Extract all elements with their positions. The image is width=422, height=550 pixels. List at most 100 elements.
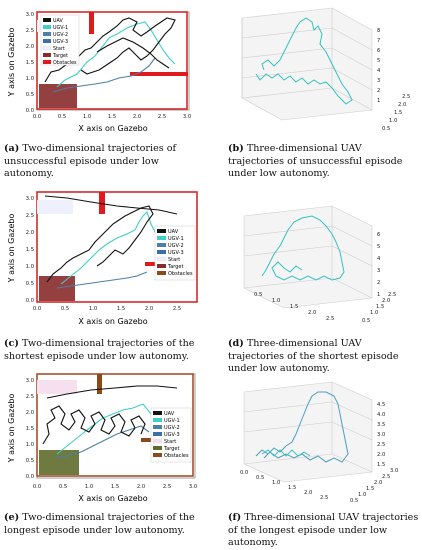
legend-label: Start: [53, 46, 65, 52]
y-tick: 0.0: [26, 298, 34, 304]
x-tick: 1.0: [272, 480, 280, 486]
legend: UAV UGV-1 UGV-2 UGV-3 Start Target Obsta…: [150, 407, 192, 463]
y-tick: 2.0: [26, 410, 34, 416]
z-tick: 1.5: [377, 462, 385, 468]
y-tick: 0.5: [362, 318, 370, 324]
y-tick: 2.5: [388, 292, 396, 298]
legend-label: UGV-1: [164, 418, 180, 424]
z-tick: 4.5: [377, 402, 385, 408]
x-tick: 1.5: [117, 306, 125, 312]
y-ticks: 0.5 1.0 1.5 2.0 2.5: [362, 292, 396, 324]
caption-b: (b) Three-dimensional UAV trajectories o…: [228, 143, 420, 181]
x-tick: 0.0: [33, 306, 41, 312]
x-tick: 1.0: [85, 484, 93, 490]
axis-box: [243, 205, 373, 309]
caption-text: Two-dimensional trajectories of unsucces…: [4, 143, 177, 180]
caption-label: (d): [228, 338, 244, 349]
y-ticks: 0.5 1.0 1.5 2.0 2.5: [382, 94, 410, 132]
uav-path: [44, 195, 178, 215]
y-tick: 1.5: [376, 304, 384, 310]
y-tick: 0.0: [26, 108, 34, 114]
x-axis-label: X axis on Gazebo: [78, 494, 147, 503]
z-tick: 2.5: [377, 442, 385, 448]
y-tick: 0.5: [26, 458, 34, 464]
x-tick: 0.0: [33, 114, 41, 120]
legend-label: UAV: [168, 229, 179, 235]
x-tick: 0.0: [240, 470, 248, 476]
z-tick: 2: [377, 88, 380, 94]
y-tick: 1.5: [366, 486, 374, 492]
boundary-frame: [36, 373, 194, 477]
x-tick: 0.0: [33, 484, 41, 490]
axis-box: [241, 7, 373, 121]
y-tick: 2.5: [26, 394, 34, 400]
x-tick: 2.5: [158, 114, 166, 120]
x-tick: 1.0: [89, 306, 97, 312]
caption-e: (e) Two-dimensional trajectories of the …: [4, 512, 204, 537]
z-tick: 3.0: [377, 432, 385, 438]
y-tick: 2.0: [26, 230, 34, 236]
y-tick: 2.5: [382, 474, 390, 480]
x-ticks: 0.0 0.5 1.0 1.5 2.0 2.5 3.0: [33, 114, 191, 120]
caption-label: (a): [4, 143, 20, 154]
legend-label: UGV-1: [168, 236, 184, 242]
x-tick: 1.5: [288, 485, 296, 491]
uav-3d-path: [261, 215, 345, 281]
z-tick: 3.5: [377, 422, 385, 428]
ugv2-path: [54, 425, 150, 459]
y-tick: 0.5: [350, 498, 358, 504]
panel-b: 8 7 6 5 4 3 2 1 0.5 1.0 1.5 2.0 2.5: [222, 0, 422, 140]
axis-box: [243, 381, 373, 483]
y-axis-label: Y axis on Gazebo: [7, 394, 16, 464]
z-tick: 2.0: [377, 452, 385, 458]
uav-path: [44, 17, 176, 83]
panel-c-plot: UAV UGV-1 UGV-2 UGV-3 Start Target Obsta…: [7, 191, 198, 326]
z-tick: 3: [377, 268, 380, 274]
uav-path: [46, 205, 154, 283]
legend-label: UGV-2: [168, 243, 184, 249]
y-tick: 3.0: [390, 468, 398, 474]
z-ticks: 4.5 4.0 3.5 3.0 2.5 2.0 1.5: [377, 402, 385, 468]
y-tick: 2.0: [398, 102, 406, 108]
legend-label: Target: [167, 264, 184, 270]
x-ticks: 0.0 0.5 1.0 1.5 2.0 2.5: [33, 306, 181, 312]
x-tick: 0.5: [58, 114, 66, 120]
z-tick: 1: [377, 292, 380, 298]
z-tick: 2: [377, 280, 380, 286]
panel-f-plot: 4.5 4.0 3.5 3.0 2.5 2.0 1.5 0.0 0.5 1.0 …: [240, 381, 398, 504]
target-region: [39, 276, 75, 301]
caption-label: (e): [4, 512, 20, 523]
y-tick: 0.5: [26, 281, 34, 287]
panel-a: UAV UGV-1 UGV-2 UGV-3 Start Target Obsta…: [0, 0, 205, 140]
y-tick: 0.5: [382, 126, 390, 132]
boundary-frame: [36, 191, 198, 303]
panel-b-plot: 8 7 6 5 4 3 2 1 0.5 1.0 1.5 2.0 2.5: [241, 7, 410, 132]
x-tick: 2.0: [133, 114, 141, 120]
y-tick: 2.5: [402, 94, 410, 100]
z-tick: 6: [377, 232, 380, 238]
caption-text: Two-dimensional trajectories of the long…: [4, 512, 195, 536]
legend: UAV UGV-1 UGV-2 UGV-3 Start Target Obsta…: [40, 14, 80, 66]
z-ticks: 6 5 4 3 2 1: [377, 232, 381, 298]
legend-label: UGV-3: [53, 39, 68, 45]
y-tick: 1.0: [389, 118, 397, 124]
x-tick: 0.5: [256, 475, 264, 481]
y-tick: 3.0: [26, 196, 34, 202]
y-tick: 2.0: [374, 480, 382, 486]
panel-a-plot: UAV UGV-1 UGV-2 UGV-3 Start Target Obsta…: [7, 11, 191, 133]
ugv2-path: [52, 57, 156, 93]
caption-c: (c) Two-dimensional trajectories of the …: [4, 338, 204, 363]
legend-label: UGV-3: [168, 250, 184, 256]
caption-d: (d) Three-dimensional UAV trajectories o…: [228, 338, 420, 376]
caption-label: (f): [228, 512, 242, 523]
boundary-frame: [36, 11, 188, 110]
x-tick: 3.0: [189, 484, 197, 490]
obstacle: [130, 72, 188, 76]
x-tick: 3.0: [183, 114, 191, 120]
legend-label: UGV-2: [53, 32, 68, 38]
panel-f: 4.5 4.0 3.5 3.0 2.5 2.0 1.5 0.0 0.5 1.0 …: [222, 378, 422, 508]
legend-label: Start: [168, 257, 180, 263]
z-tick: 8: [377, 28, 380, 34]
panel-d-plot: 6 5 4 3 2 1 0.5 1.0 1.5 2.0 2.5 0.5 1.0 …: [243, 205, 396, 324]
y-tick: 1.0: [358, 492, 366, 498]
